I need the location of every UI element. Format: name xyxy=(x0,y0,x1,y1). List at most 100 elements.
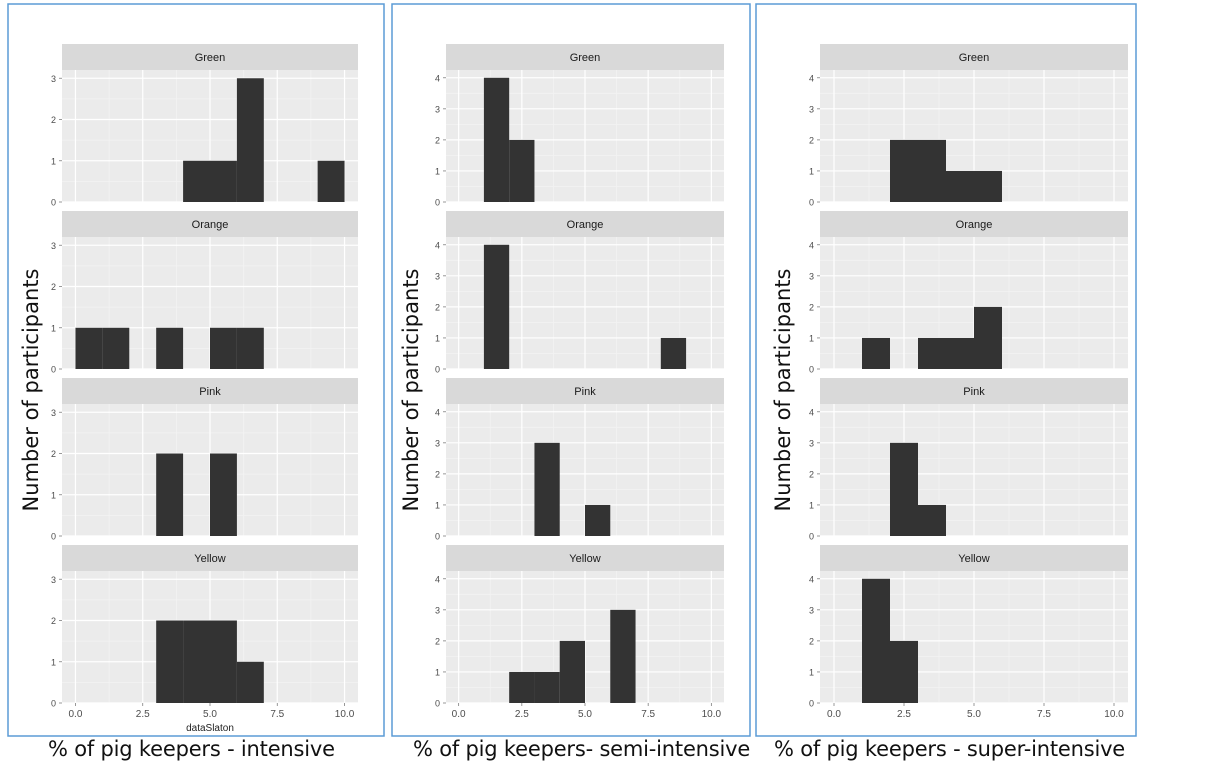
facet-strip-label: Green xyxy=(959,52,990,64)
y-tick-label: 1 xyxy=(51,657,56,667)
histogram-bar xyxy=(156,620,184,703)
y-tick-label: 1 xyxy=(51,490,56,500)
y-tick-label: 3 xyxy=(435,605,440,615)
y-tick-label: 2 xyxy=(51,449,56,459)
facet-strip-label: Pink xyxy=(199,386,221,398)
x-tick-label: 2.5 xyxy=(136,709,150,720)
y-tick-label: 3 xyxy=(51,408,56,418)
histogram-bar xyxy=(317,160,345,202)
y-tick-label: 2 xyxy=(435,636,440,646)
y-tick-label: 1 xyxy=(51,156,56,166)
y-tick-label: 1 xyxy=(435,500,440,510)
facet-orange: Orange 0 1 2 3 4 xyxy=(809,211,1128,375)
y-tick-label: 2 xyxy=(51,115,56,125)
facet-pink: Pink 0 1 2 3 4 xyxy=(809,378,1128,542)
facet-strip xyxy=(820,211,1128,237)
histogram-bar xyxy=(946,337,974,369)
histogram-bar xyxy=(509,139,535,202)
histogram-bar xyxy=(102,327,130,369)
y-axis-label: Number of participants xyxy=(399,269,423,512)
y-tick-label: 1 xyxy=(435,667,440,677)
facet-strip xyxy=(446,211,724,237)
histogram-bar xyxy=(156,453,184,536)
y-tick-label: 2 xyxy=(809,469,814,479)
facet-strip-label: Pink xyxy=(574,386,596,398)
facet-strip-label: Yellow xyxy=(194,553,225,565)
histogram-bar xyxy=(559,640,585,703)
histogram-bar xyxy=(974,306,1002,369)
y-tick-label: 3 xyxy=(435,271,440,281)
y-tick-label: 2 xyxy=(51,282,56,292)
y-tick-label: 3 xyxy=(51,241,56,251)
y-tick-label: 0 xyxy=(435,532,440,542)
facet-green: Green 0 1 2 3 xyxy=(51,44,358,208)
facet-orange: Orange 0 1 2 3 4 xyxy=(435,211,724,375)
y-tick-label: 0 xyxy=(809,532,814,542)
chart-super-intensive: Green 0 1 2 3 4 Orange 0 1 2 3 4 Pink 0 1 2 3 4 Yellow 0 1 2 3… xyxy=(755,3,1137,737)
histogram-bar xyxy=(210,620,237,703)
y-tick-label: 3 xyxy=(51,575,56,585)
histogram-bar xyxy=(918,139,946,202)
y-tick-label: 3 xyxy=(809,271,814,281)
x-tick-label: 2.5 xyxy=(897,709,911,720)
facet-yellow: Yellow 0 1 2 3 0.0 2.5 5.0 7.5 10.0 dataSlaton xyxy=(51,545,358,734)
histogram-bar xyxy=(210,160,237,202)
x-tick-label: 7.5 xyxy=(641,709,655,720)
x-axis-caption-super-intensive: % of pig keepers - super-intensive xyxy=(774,737,1126,761)
y-tick-label: 0 xyxy=(435,365,440,375)
y-tick-label: 2 xyxy=(435,469,440,479)
histogram-bar xyxy=(890,139,918,202)
y-axis-label: Number of participants xyxy=(771,269,795,512)
facet-yellow: Yellow 0 1 2 3 4 0.0 2.5 5.0 7.5 10.0 xyxy=(809,545,1128,720)
facet-strip-label: Yellow xyxy=(569,553,600,565)
histogram-bar xyxy=(236,327,264,369)
y-tick-label: 1 xyxy=(809,333,814,343)
facet-strip xyxy=(820,378,1128,404)
y-tick-label: 2 xyxy=(809,135,814,145)
y-tick-label: 1 xyxy=(435,166,440,176)
x-tick-label: 10.0 xyxy=(335,709,355,720)
y-tick-label: 3 xyxy=(435,104,440,114)
y-tick-label: 4 xyxy=(809,407,814,417)
y-axis-label: Number of participants xyxy=(19,269,43,512)
histogram-bar xyxy=(946,170,974,202)
x-axis-title-clipped: dataSlaton xyxy=(186,723,234,734)
facet-strip xyxy=(446,545,724,571)
histogram-bar xyxy=(660,337,687,369)
x-tick-label: 10.0 xyxy=(702,709,722,720)
y-tick-label: 0 xyxy=(809,365,814,375)
x-tick-label: 2.5 xyxy=(515,709,529,720)
y-tick-label: 0 xyxy=(51,699,56,709)
facet-strip-label: Yellow xyxy=(958,553,989,565)
histogram-bar xyxy=(890,640,918,703)
x-tick-label: 5.0 xyxy=(203,709,217,720)
x-tick-label: 10.0 xyxy=(1104,709,1124,720)
facet-strip xyxy=(62,44,358,70)
histogram-bar xyxy=(483,77,510,202)
y-tick-label: 1 xyxy=(809,667,814,677)
histogram-bar xyxy=(210,327,237,369)
facet-strip-label: Orange xyxy=(567,219,604,231)
facet-strip xyxy=(820,545,1128,571)
histogram-bar xyxy=(534,442,560,536)
y-tick-label: 0 xyxy=(51,198,56,208)
x-tick-label: 0.0 xyxy=(827,709,841,720)
y-tick-label: 2 xyxy=(809,636,814,646)
x-axis-caption-intensive: % of pig keepers - intensive xyxy=(48,737,335,761)
histogram-bar xyxy=(890,442,918,536)
facet-strip xyxy=(62,211,358,237)
y-tick-label: 4 xyxy=(809,73,814,83)
y-tick-label: 4 xyxy=(435,73,440,83)
y-tick-label: 3 xyxy=(809,104,814,114)
y-tick-label: 4 xyxy=(435,407,440,417)
y-tick-label: 4 xyxy=(435,240,440,250)
y-tick-label: 1 xyxy=(51,323,56,333)
histogram-bar xyxy=(862,337,890,369)
facet-strip-label: Green xyxy=(195,52,226,64)
facet-strip xyxy=(446,44,724,70)
y-tick-label: 0 xyxy=(809,198,814,208)
y-tick-label: 3 xyxy=(51,74,56,84)
x-tick-label: 0.0 xyxy=(452,709,466,720)
y-tick-label: 0 xyxy=(809,699,814,709)
